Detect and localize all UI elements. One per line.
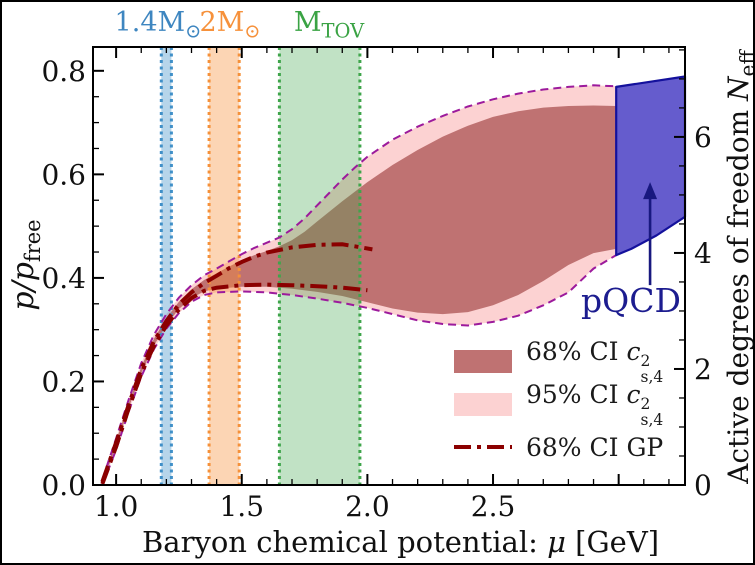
legend-label-68ci-var: c (626, 336, 641, 366)
x-tick-label: 2.0 (345, 490, 390, 523)
y2-axis-label-var: N (722, 76, 755, 101)
legend-label-68ci-sup: 2 (640, 352, 651, 371)
x-axis-label-unit: [GeV] (565, 525, 660, 559)
boundary-95ci-dashed-upper (101, 84, 617, 481)
sun-symbol-icon: ⊙ (185, 19, 202, 43)
vband-1.4Msun (161, 47, 172, 485)
y-axis-label-text: p/p (6, 262, 41, 311)
band-label-mtov-subscript: TOV (321, 19, 365, 43)
y2-tick-label: 2 (694, 353, 712, 386)
y-tick-label: 0.4 (41, 262, 86, 295)
band-label-2msun: 2M⊙ (199, 7, 261, 43)
mu-symbol: μ (547, 525, 566, 559)
x-tick-label: 1.5 (219, 490, 264, 523)
sun-symbol-icon: ⊙ (244, 19, 261, 43)
pqcd-arrow-head (643, 182, 658, 200)
legend: 68% CI c 2 s,4 95% CI c 2 s,4 68% CI GP (454, 337, 663, 477)
vband-MTOV (279, 47, 360, 485)
pqcd-annotation-label: pQCD (581, 281, 681, 320)
legend-label-gp-text: 68% CI GP (526, 432, 664, 462)
x-axis-label-text: Baryon chemical potential: (142, 525, 548, 559)
legend-label-68ci-prefix: 68% CI (526, 336, 627, 366)
gp-68ci-dashdot-upper (100, 242, 373, 483)
legend-swatch-68ci (454, 349, 512, 373)
legend-label-68ci: 68% CI c 2 s,4 (526, 337, 663, 386)
legend-item-68ci-cs4: 68% CI c 2 s,4 (454, 337, 663, 384)
legend-label-95ci-sub: s,4 (640, 410, 664, 429)
y2-axis-label-subscript: eff (735, 50, 755, 77)
legend-item-95ci-cs4: 95% CI c 2 s,4 (454, 380, 663, 427)
legend-label-95ci-prefix: 95% CI (526, 379, 627, 409)
legend-label-68ci-sub: s,4 (640, 367, 664, 386)
legend-swatch-95ci (454, 392, 512, 416)
x-axis-label: Baryon chemical potential: μ [GeV] (142, 525, 659, 559)
y-axis-label: p/pfree (6, 165, 45, 365)
legend-item-68ci-gp: 68% CI GP (454, 433, 663, 462)
y2-axis-label-text: Active degrees of freedom (722, 100, 755, 484)
vband-2Msun (209, 47, 240, 485)
legend-label-gp: 68% CI GP (526, 433, 663, 462)
legend-label-95ci: 95% CI c 2 s,4 (526, 380, 663, 429)
y2-tick-label: 0 (694, 469, 712, 502)
legend-swatch-gp-dashdot-line (454, 445, 512, 449)
legend-label-95ci-sup: 2 (640, 395, 651, 414)
band-label-2msun-text: 2M (199, 7, 245, 38)
y-tick-label: 0.8 (41, 55, 86, 88)
band-label-mtov-text: M (293, 7, 322, 38)
y-tick-label: 0.2 (41, 365, 86, 398)
band-label-1p4msun-text: 1.4M (114, 7, 186, 38)
x-tick-label: 2.5 (471, 490, 516, 523)
x-tick-label: 1.0 (94, 490, 139, 523)
y-tick-label: 0.0 (41, 469, 86, 502)
y2-axis-label: Active degrees of freedom Neff (722, 38, 755, 496)
band-label-mtov: MTOV (293, 7, 365, 43)
y2-tick-label: 4 (694, 237, 712, 270)
plot-border (92, 46, 686, 486)
y2-tick-label: 6 (694, 121, 712, 154)
legend-label-95ci-var: c (626, 379, 641, 409)
band-label-1p4msun: 1.4M⊙ (114, 7, 202, 43)
y-tick-label: 0.6 (41, 158, 86, 191)
y-axis-label-subscript: free (21, 219, 45, 263)
